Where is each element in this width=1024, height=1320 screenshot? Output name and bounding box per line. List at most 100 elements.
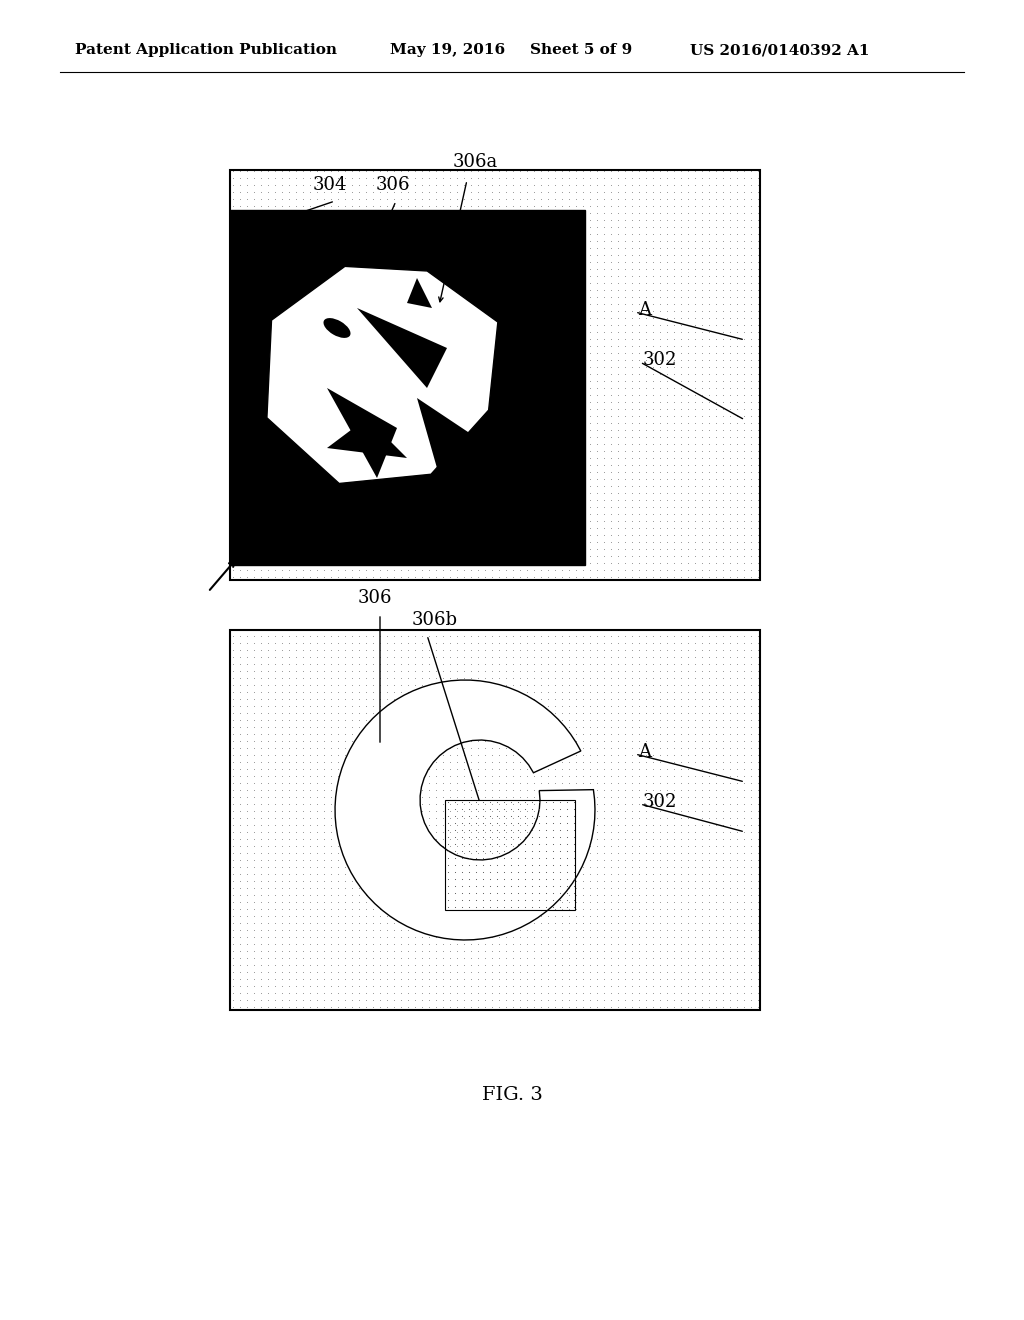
- Point: [666, 878, 682, 899]
- Point: [475, 883, 492, 904]
- Point: [554, 927, 570, 948]
- Point: [680, 566, 696, 587]
- Point: [435, 766, 452, 787]
- Point: [708, 772, 724, 793]
- Point: [456, 517, 472, 539]
- Point: [603, 454, 620, 475]
- Point: [315, 301, 332, 322]
- Point: [253, 447, 269, 469]
- Point: [596, 496, 612, 517]
- Point: [540, 927, 556, 948]
- Point: [330, 251, 346, 272]
- Point: [567, 161, 584, 182]
- Point: [463, 751, 479, 772]
- Point: [295, 553, 311, 574]
- Point: [498, 759, 514, 780]
- Point: [532, 412, 549, 433]
- Point: [483, 639, 500, 660]
- Point: [532, 441, 549, 462]
- Point: [519, 210, 536, 231]
- Point: [631, 626, 647, 647]
- Point: [372, 793, 388, 814]
- Point: [567, 850, 584, 871]
- Point: [309, 314, 326, 335]
- Point: [736, 161, 753, 182]
- Point: [449, 335, 465, 356]
- Point: [246, 356, 262, 378]
- Point: [309, 696, 326, 717]
- Point: [393, 800, 410, 821]
- Point: [477, 772, 494, 793]
- Point: [525, 793, 542, 814]
- Point: [309, 878, 326, 899]
- Point: [490, 566, 507, 587]
- Point: [463, 990, 479, 1011]
- Point: [687, 982, 703, 1003]
- Point: [624, 195, 640, 216]
- Point: [440, 833, 457, 854]
- Point: [393, 821, 410, 842]
- Point: [700, 709, 717, 730]
- Point: [337, 787, 353, 808]
- Point: [407, 878, 423, 899]
- Point: [631, 223, 647, 244]
- Point: [288, 189, 304, 210]
- Point: [680, 244, 696, 265]
- Point: [624, 779, 640, 800]
- Point: [694, 912, 711, 933]
- Point: [365, 653, 381, 675]
- Point: [694, 793, 711, 814]
- Point: [645, 912, 662, 933]
- Point: [694, 539, 711, 560]
- Point: [407, 322, 423, 343]
- Point: [253, 632, 269, 653]
- Point: [512, 322, 528, 343]
- Point: [281, 553, 297, 574]
- Point: [658, 878, 675, 899]
- Point: [441, 759, 458, 780]
- Point: [561, 821, 578, 842]
- Point: [393, 482, 410, 503]
- Point: [666, 961, 682, 982]
- Point: [267, 161, 284, 182]
- Point: [309, 356, 326, 378]
- Point: [490, 940, 507, 961]
- Point: [736, 259, 753, 280]
- Point: [344, 829, 360, 850]
- Point: [540, 779, 556, 800]
- Point: [315, 920, 332, 941]
- Point: [540, 920, 556, 941]
- Point: [498, 454, 514, 475]
- Point: [330, 469, 346, 490]
- Point: [428, 462, 444, 483]
- Point: [386, 238, 402, 259]
- Point: [344, 744, 360, 766]
- Point: [589, 836, 605, 857]
- Point: [288, 689, 304, 710]
- Point: [610, 454, 627, 475]
- Point: [246, 696, 262, 717]
- Point: [722, 975, 738, 997]
- Point: [589, 632, 605, 653]
- Point: [260, 779, 276, 800]
- Point: [351, 482, 368, 503]
- Point: [658, 462, 675, 483]
- Point: [673, 399, 689, 420]
- Point: [477, 482, 494, 503]
- Point: [315, 447, 332, 469]
- Point: [323, 329, 339, 350]
- Point: [616, 912, 633, 933]
- Point: [260, 899, 276, 920]
- Point: [519, 814, 536, 836]
- Point: [554, 954, 570, 975]
- Point: [610, 503, 627, 524]
- Point: [532, 244, 549, 265]
- Point: [231, 878, 248, 899]
- Point: [694, 384, 711, 405]
- Point: [603, 863, 620, 884]
- Point: [393, 426, 410, 447]
- Point: [490, 709, 507, 730]
- Point: [260, 399, 276, 420]
- Point: [498, 223, 514, 244]
- Point: [596, 259, 612, 280]
